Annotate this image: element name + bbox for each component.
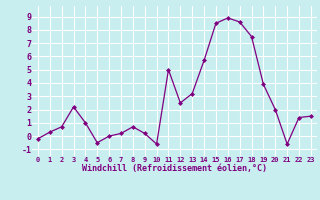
X-axis label: Windchill (Refroidissement éolien,°C): Windchill (Refroidissement éolien,°C)	[82, 164, 267, 173]
